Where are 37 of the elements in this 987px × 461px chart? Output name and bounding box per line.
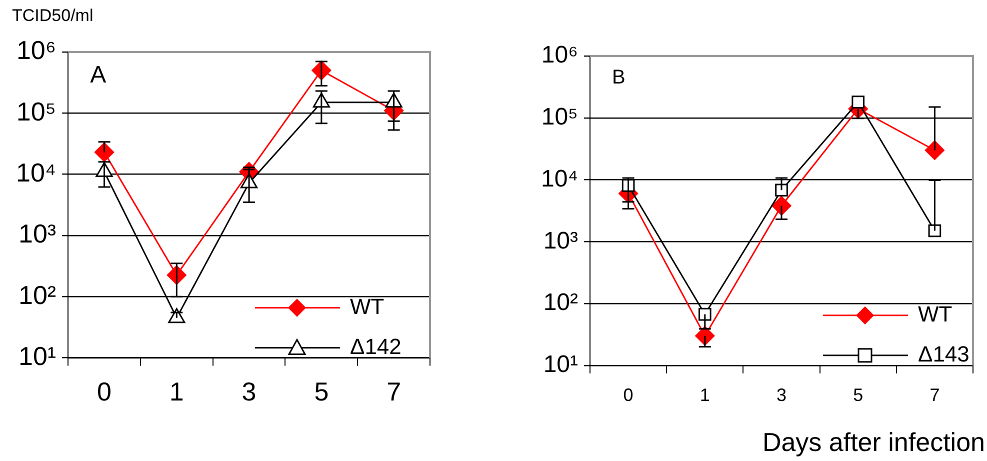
legend-label: WT	[350, 294, 384, 319]
y-tick-label: 10⁶	[16, 35, 56, 66]
y-tick-label: 10⁵	[16, 96, 56, 126]
legend-label: Δ142	[350, 334, 402, 359]
x-axis-title: Days after infection	[762, 427, 985, 458]
y-tick-label: 10⁴	[16, 157, 56, 188]
y-tick-label: 10³	[18, 218, 56, 249]
annotation: A	[90, 62, 106, 89]
legend-label: Δ143	[918, 341, 970, 366]
legend-label: WT	[918, 301, 952, 326]
point	[698, 308, 712, 321]
point	[852, 96, 865, 108]
x-tick-label: 7	[386, 376, 402, 407]
x-tick-label: 3	[242, 376, 256, 407]
x-tick-label: 0	[623, 385, 634, 406]
point	[775, 184, 788, 197]
x-tick-label: 5	[314, 376, 329, 407]
annotation: B	[612, 66, 626, 89]
y-tick-label: 10¹	[18, 340, 56, 371]
point	[94, 142, 114, 162]
y-tick-label: 10⁵	[541, 104, 578, 131]
x-tick-label: 5	[853, 385, 864, 406]
x-tick-label: 7	[930, 385, 940, 406]
x-tick-label: 1	[700, 385, 710, 406]
y-tick-label: 10²	[18, 280, 56, 310]
y-tick-label: 10³	[543, 227, 578, 254]
y-tick-label: 10⁴	[540, 165, 578, 192]
x-tick-label: 1	[169, 376, 184, 407]
y-tick-label: 10¹	[543, 351, 578, 378]
point	[924, 140, 944, 160]
y-tick-label: 10⁶	[541, 42, 578, 69]
x-tick-label: 3	[776, 385, 787, 406]
point	[928, 224, 942, 238]
x-tick-label: 0	[97, 376, 112, 407]
point	[772, 196, 792, 216]
y-tick-label: 10²	[543, 289, 578, 316]
y-axis-title: TCID50/ml	[12, 6, 94, 26]
